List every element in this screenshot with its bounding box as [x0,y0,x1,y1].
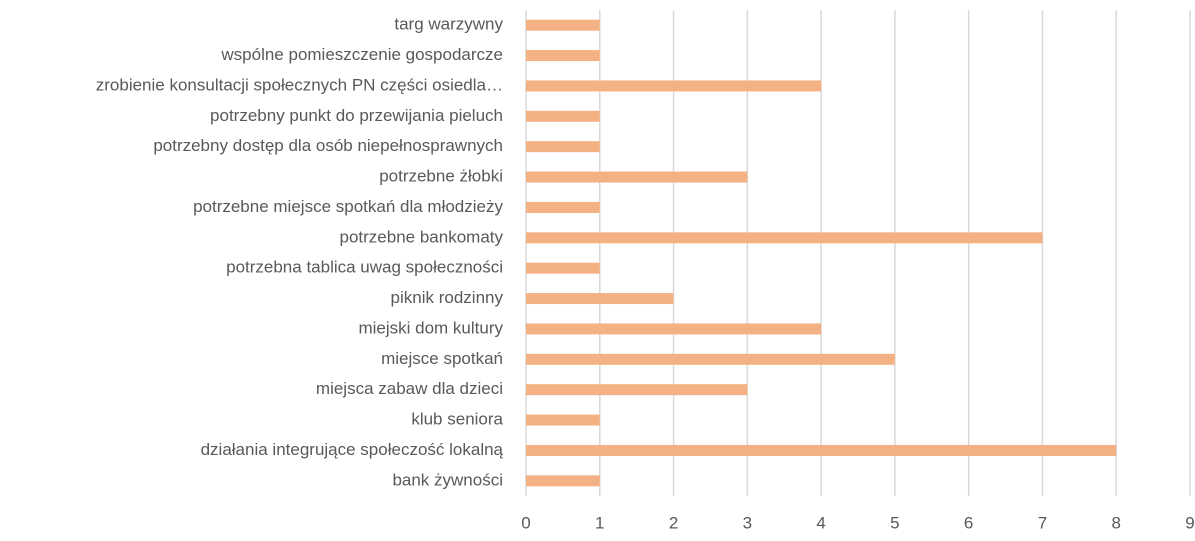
x-tick-label: 6 [964,513,973,532]
y-tick-label: potrzebna tablica uwag społeczności [226,258,503,277]
x-tick-label: 7 [1038,513,1047,532]
bar [526,141,600,153]
bar [526,171,748,183]
bar [526,262,600,274]
bar [526,444,1117,456]
y-tick-label: potrzebne żłobki [379,167,503,186]
bar [526,232,1043,244]
bar [526,475,600,487]
y-tick-label: targ warzywny [394,15,503,34]
y-tick-label: miejsce spotkań [381,349,503,368]
bar [526,110,600,122]
y-tick-label: zrobienie konsultacji społecznych PN czę… [96,75,503,94]
bar [526,414,600,426]
bar [526,80,822,92]
bar [526,323,822,335]
x-tick-label: 9 [1185,513,1194,532]
x-tick-label: 2 [669,513,678,532]
bar [526,353,895,365]
y-tick-label: potrzebne bankomaty [340,227,504,246]
y-tick-label: potrzebny dostęp dla osób niepełnosprawn… [153,136,503,155]
y-tick-label: działania integrujące społeczość lokalną [201,440,504,459]
bar [526,293,674,305]
x-tick-label: 1 [595,513,604,532]
bar [526,50,600,62]
bar [526,384,748,396]
y-tick-label: potrzebne miejsce spotkań dla młodzieży [193,197,503,216]
bar [526,19,600,31]
y-tick-label: wspólne pomieszczenie gospodarcze [220,45,503,64]
x-tick-label: 8 [1111,513,1120,532]
x-tick-label: 0 [521,513,530,532]
x-tick-label: 3 [743,513,752,532]
y-tick-label: miejski dom kultury [358,318,503,337]
x-tick-label: 4 [816,513,825,532]
x-tick-label: 5 [890,513,899,532]
y-tick-label: miejsca zabaw dla dzieci [316,379,503,398]
y-tick-label: potrzebny punkt do przewijania pieluch [210,106,503,125]
y-tick-label: klub seniora [411,410,503,429]
y-tick-label: bank żywności [392,470,503,489]
y-tick-label: piknik rodzinny [391,288,504,307]
bar [526,201,600,213]
